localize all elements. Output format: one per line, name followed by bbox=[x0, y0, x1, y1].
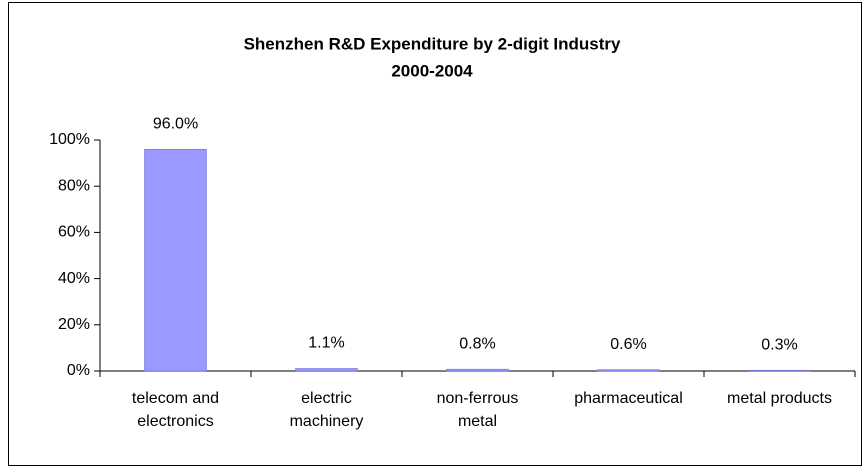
x-tick-label-box: pharmaceutical bbox=[574, 390, 683, 407]
y-tick-label: 0% bbox=[67, 362, 90, 379]
bar bbox=[295, 368, 358, 372]
value-label: 0.6% bbox=[610, 336, 646, 353]
chart-title: Shenzhen R&D Expenditure by 2-digit Indu… bbox=[244, 34, 621, 53]
y-tick-label: 100% bbox=[49, 131, 90, 148]
value-label: 96.0% bbox=[153, 115, 198, 132]
x-tick-label: telecom and electronics bbox=[131, 390, 220, 430]
y-tick-label: 40% bbox=[58, 270, 90, 287]
x-tick-label: pharmaceutical bbox=[574, 390, 683, 407]
x-tick-label-box: telecom and electronics bbox=[131, 390, 220, 430]
value-label: 0.8% bbox=[459, 335, 495, 352]
x-tick-label-box: electric machinery bbox=[289, 390, 364, 430]
chart-subtitle: 2000-2004 bbox=[391, 61, 473, 80]
x-tick-label-box: non-ferrous metal bbox=[436, 390, 519, 430]
x-tick-label: non-ferrous metal bbox=[436, 390, 519, 430]
bar bbox=[597, 369, 660, 372]
y-tick-label: 20% bbox=[58, 316, 90, 333]
bar bbox=[446, 368, 509, 372]
x-tick-label: electric machinery bbox=[289, 390, 364, 430]
y-tick-label: 80% bbox=[58, 177, 90, 194]
x-tick-label: metal products bbox=[727, 390, 832, 407]
bar bbox=[144, 148, 207, 372]
y-tick-label: 60% bbox=[58, 224, 90, 241]
x-tick-label-box: metal products bbox=[727, 390, 832, 407]
value-label: 0.3% bbox=[761, 337, 797, 354]
bar bbox=[748, 370, 811, 372]
value-label: 1.1% bbox=[308, 335, 344, 352]
